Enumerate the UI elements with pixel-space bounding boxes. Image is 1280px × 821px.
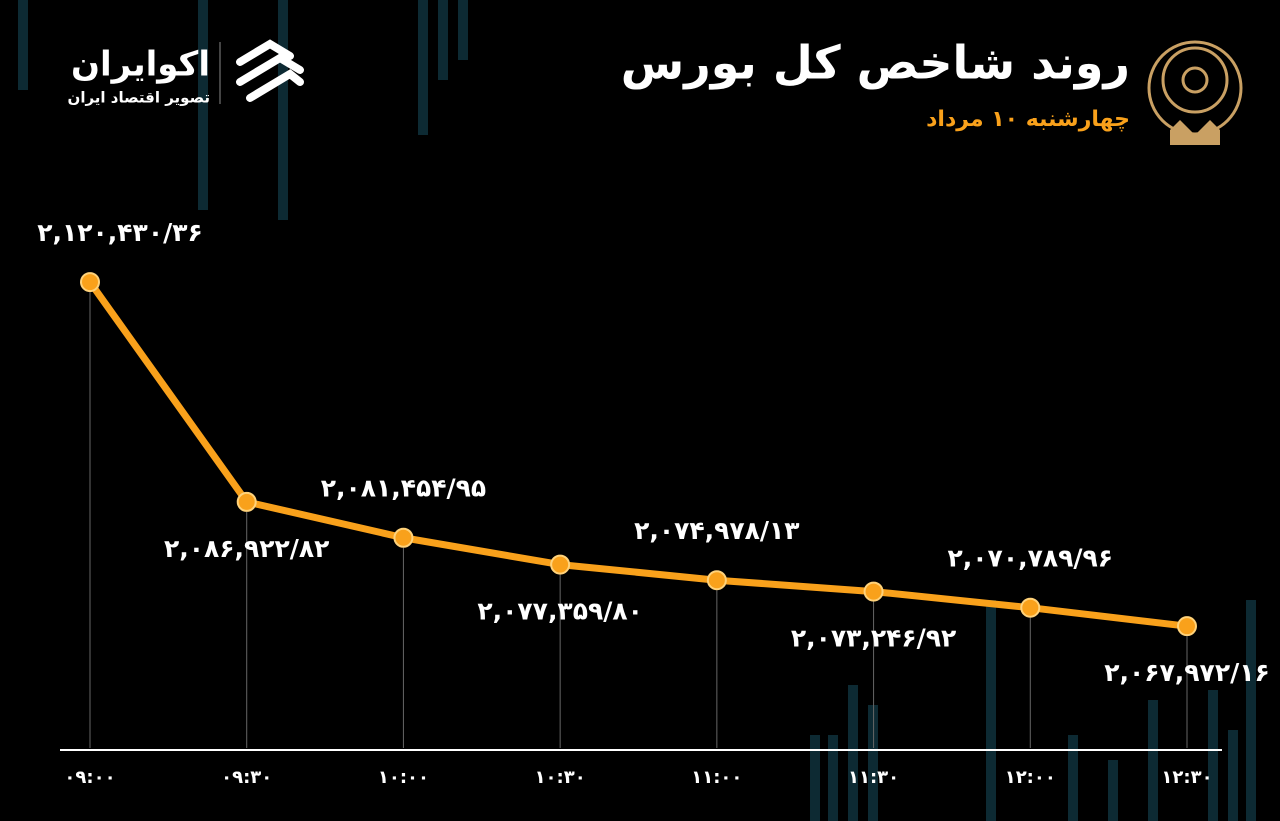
data-label: ۲,۰۸۶,۹۲۲/۸۲: [164, 534, 329, 563]
data-label: ۲,۰۸۱,۴۵۴/۹۵: [321, 474, 486, 503]
x-tick-label: ۱۰:۳۰: [535, 767, 586, 788]
x-tick-label: ۰۹:۰۰: [64, 767, 115, 788]
point: [80, 272, 100, 293]
x-tick-label: ۱۲:۰۰: [1005, 767, 1056, 788]
x-tick-label: ۱۲:۳۰: [1161, 767, 1212, 788]
point: [550, 554, 571, 575]
brand-tagline: تصویر اقتصاد ایران: [68, 89, 210, 107]
point: [1177, 616, 1197, 637]
point: [1020, 597, 1041, 618]
data-label: ۲,۰۶۷,۹۷۲/۱۶: [1104, 658, 1269, 687]
point: [393, 527, 414, 548]
brand-name: اکوایران: [71, 45, 210, 85]
point: [706, 570, 727, 591]
data-label: ۲,۰۷۷,۳۵۹/۸۰: [477, 597, 642, 626]
logo: [219, 39, 1243, 145]
data-label: ۲,۰۷۳,۲۴۶/۹۲: [791, 624, 956, 653]
x-tick-label: ۱۱:۰۰: [691, 767, 742, 788]
chart-subtitle: چهارشنبه ۱۰ مرداد: [926, 107, 1130, 132]
point: [863, 581, 884, 602]
x-tick-label: ۱۰:۰۰: [378, 767, 429, 788]
decoration: [18, 0, 1256, 821]
chart-title: روند شاخص کل بورس: [621, 36, 1130, 90]
data-label: ۲,۱۲۰,۴۳۰/۳۶: [37, 218, 202, 247]
point: [236, 491, 257, 512]
data-label: ۲,۰۷۴,۹۷۸/۱۳: [634, 516, 799, 545]
data-label: ۲,۰۷۰,۷۸۹/۹۶: [948, 544, 1113, 573]
x-tick-label: ۰۹:۳۰: [221, 767, 272, 788]
x-tick-label: ۱۱:۳۰: [848, 767, 899, 788]
line: [87, 280, 1188, 630]
